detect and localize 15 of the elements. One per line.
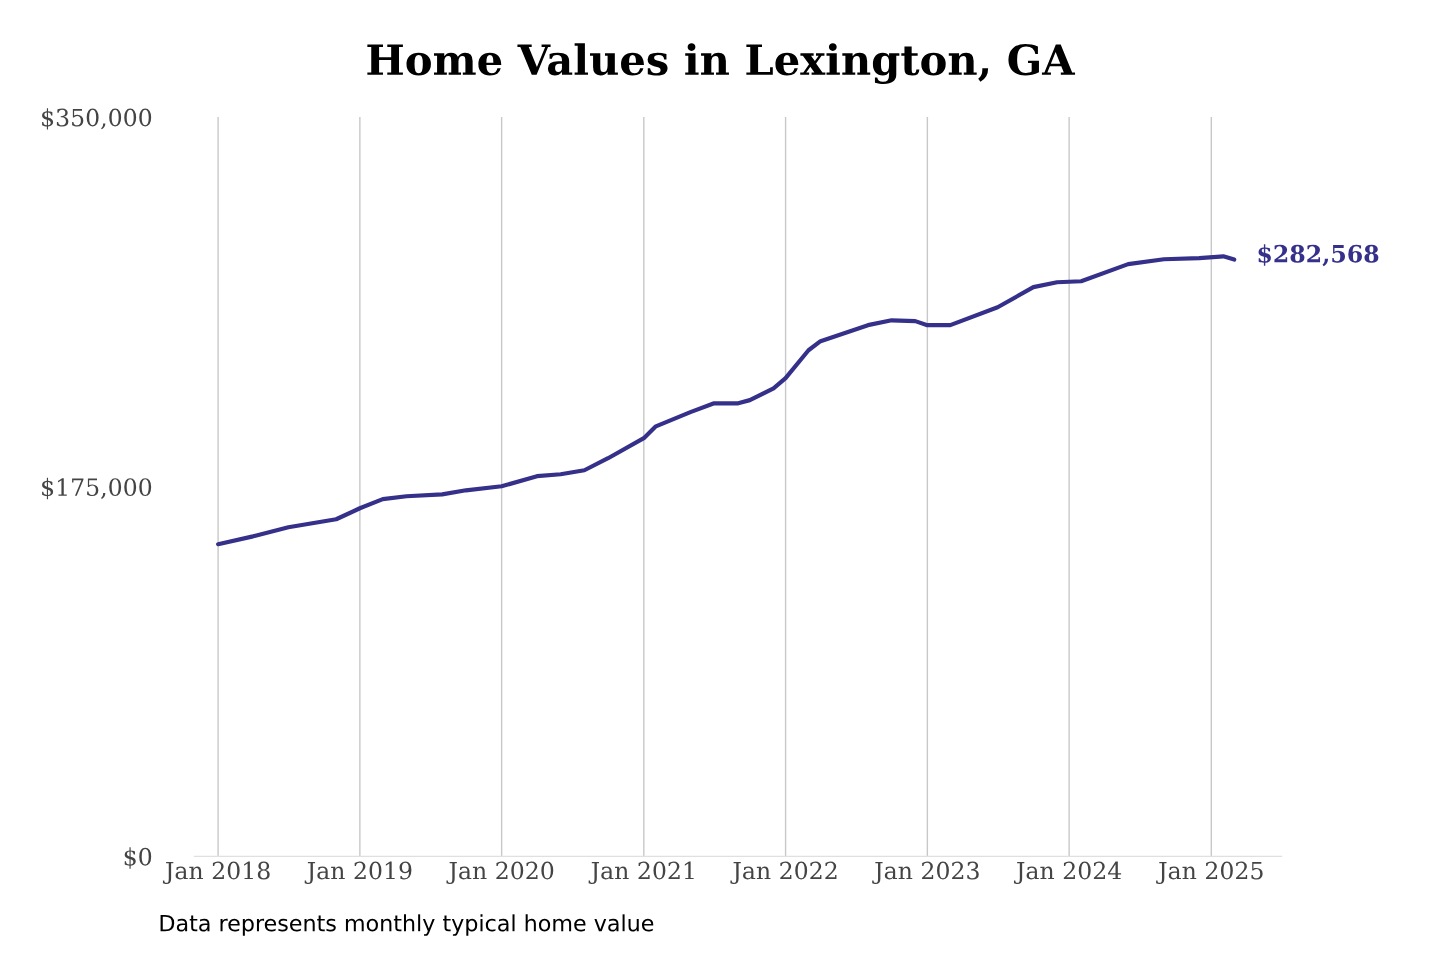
y-tick-label: $350,000 bbox=[42, 108, 152, 130]
annotation: $282,568 bbox=[1258, 244, 1379, 267]
line-series bbox=[216, 254, 1237, 547]
x-tick-label: Jan 2023 bbox=[872, 861, 979, 885]
x-tick-label: Jan 2021 bbox=[588, 861, 694, 885]
y-tick-label: $0 bbox=[124, 847, 152, 869]
x-tick-label: Jan 2020 bbox=[446, 861, 554, 885]
x-tick-label: Jan 2024 bbox=[1013, 861, 1122, 885]
x-tick-label: Jan 2019 bbox=[304, 861, 412, 885]
x-tick-label: Jan 2022 bbox=[730, 861, 837, 885]
text: Data represents monthly typical home value bbox=[160, 914, 654, 936]
x-tick-label: Jan 2025 bbox=[1156, 861, 1263, 885]
y-tick-label: $175,000 bbox=[42, 477, 152, 500]
x-tick-label: Jan 2018 bbox=[162, 861, 270, 885]
chart-title: Home Values in Lexington, GA bbox=[367, 43, 1076, 85]
